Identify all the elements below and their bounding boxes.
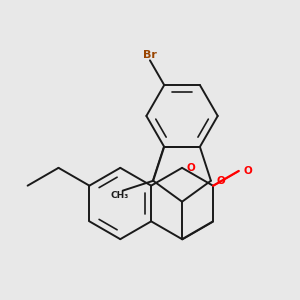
Text: O: O	[244, 166, 253, 176]
Text: Br: Br	[143, 50, 157, 60]
Text: CH₃: CH₃	[111, 190, 129, 200]
Text: O: O	[186, 163, 195, 173]
Text: O: O	[216, 176, 225, 186]
